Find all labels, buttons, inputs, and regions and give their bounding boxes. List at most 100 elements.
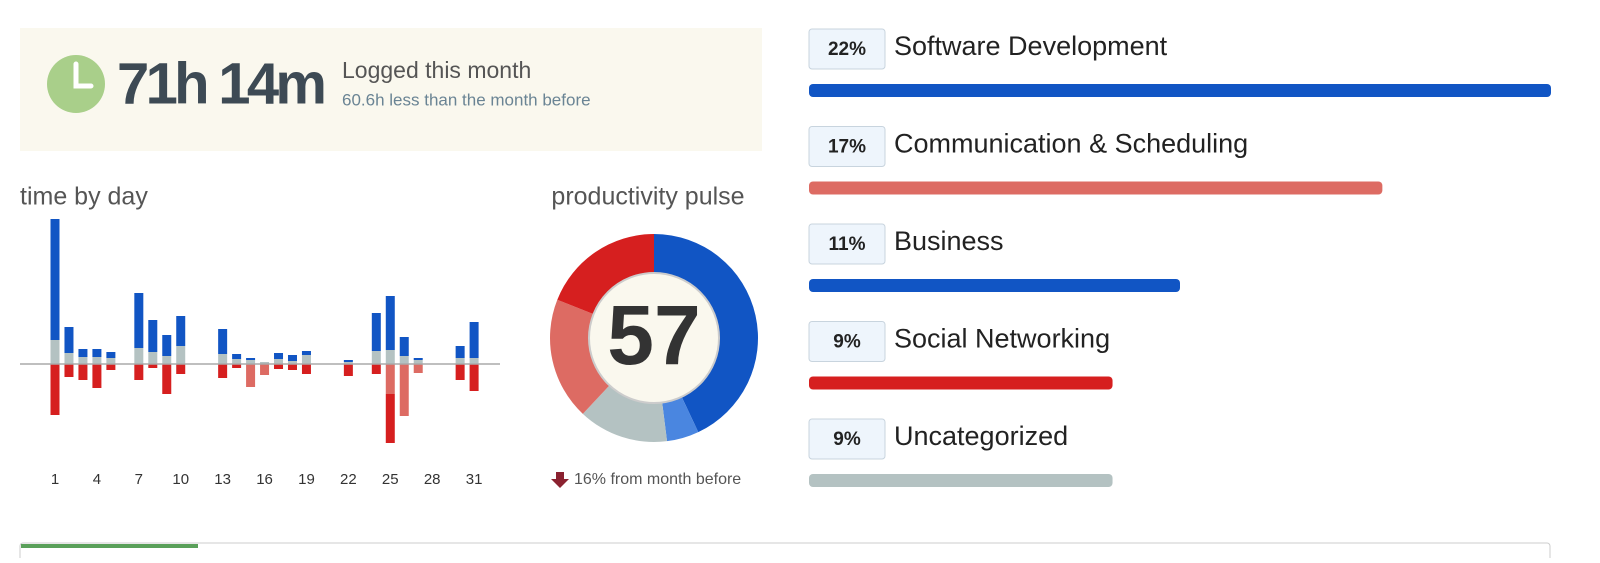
x-tick-label: 28 <box>424 471 441 488</box>
day-bar <box>92 364 102 388</box>
day-bar <box>385 394 395 443</box>
day-bar <box>162 364 172 394</box>
progress-bar <box>19 542 1551 563</box>
day-bar <box>218 354 228 364</box>
day-bar <box>232 359 242 364</box>
category-bar <box>809 279 1180 292</box>
pulse-segment <box>582 384 668 442</box>
day-bar <box>148 364 158 368</box>
day-bar <box>301 351 311 355</box>
percent-badge <box>808 321 886 362</box>
day-bar <box>385 350 395 364</box>
summary-label: Logged this month <box>342 57 531 83</box>
x-tick-label: 22 <box>340 471 357 488</box>
percent-badge <box>808 28 886 70</box>
day-bar <box>64 327 74 353</box>
percent-label: 9% <box>833 332 861 353</box>
x-tick-label: 7 <box>135 471 143 488</box>
day-bar <box>260 362 270 364</box>
chart-title: productivity pulse <box>551 183 744 211</box>
day-bar <box>301 364 311 374</box>
day-bar <box>176 364 186 374</box>
category-name: Software Development <box>894 31 1168 61</box>
summary-comparison: 60.6h less than the month before <box>342 90 591 109</box>
day-bar <box>246 360 256 364</box>
pulse-score: 57 <box>607 288 700 382</box>
category-bar <box>809 474 1113 487</box>
day-bar <box>301 355 311 364</box>
clock-hands <box>73 61 94 89</box>
day-bar <box>287 355 297 361</box>
down-arrow <box>551 472 569 488</box>
day-bar <box>274 353 284 359</box>
day-bar <box>343 362 353 364</box>
day-bar <box>232 354 242 359</box>
day-bar <box>134 293 144 348</box>
day-bar <box>343 360 353 362</box>
pulse-segment <box>662 395 699 442</box>
day-bar <box>469 364 479 391</box>
day-bar <box>371 351 381 364</box>
category-bar <box>809 181 1383 195</box>
day-bar <box>78 349 88 357</box>
day-bar <box>371 313 381 351</box>
day-bar <box>343 364 353 376</box>
day-bar <box>274 359 284 364</box>
category-name: Uncategorized <box>894 421 1068 451</box>
day-bar <box>176 316 186 346</box>
day-bar <box>399 337 409 356</box>
total-time: 71h 14m <box>117 51 327 116</box>
day-bar <box>106 364 116 370</box>
percent-badge <box>808 223 886 265</box>
day-bar <box>413 358 423 360</box>
day-bar <box>287 364 297 370</box>
day-bar <box>287 361 297 364</box>
day-bar <box>106 358 116 364</box>
day-bar <box>92 357 102 364</box>
day-bar <box>78 357 88 364</box>
percent-label: 22% <box>828 39 866 60</box>
day-bar <box>92 349 102 357</box>
day-bar <box>399 364 409 416</box>
day-bar <box>455 364 465 380</box>
day-bar <box>148 352 158 364</box>
day-bar <box>455 358 465 364</box>
pulse-annotation: 16% from month before <box>574 471 741 488</box>
x-tick-label: 4 <box>93 471 101 488</box>
day-bar <box>385 296 395 350</box>
x-tick-label: 1 <box>51 471 59 488</box>
day-bar <box>162 335 172 356</box>
day-bar <box>134 348 144 364</box>
day-bar <box>469 358 479 364</box>
category-bar <box>809 376 1113 390</box>
day-bar <box>246 364 256 387</box>
summary-panel <box>20 28 762 151</box>
day-bar <box>106 352 116 358</box>
x-tick-label: 25 <box>382 471 399 488</box>
day-bar <box>134 364 144 380</box>
day-bar <box>385 364 395 394</box>
day-bar <box>413 364 423 373</box>
day-bar <box>218 329 228 354</box>
day-bar <box>399 356 409 364</box>
day-bar <box>64 364 74 377</box>
day-bar <box>232 364 242 368</box>
day-bar <box>50 340 60 364</box>
x-tick-label: 10 <box>172 471 189 488</box>
x-tick-label: 16 <box>256 471 273 488</box>
day-bar <box>50 219 60 340</box>
x-tick-label: 31 <box>466 471 483 488</box>
progress-fill <box>21 544 198 548</box>
category-name: Business <box>894 226 1004 256</box>
day-bar <box>64 353 74 364</box>
percent-label: 9% <box>833 429 861 450</box>
day-bar <box>469 322 479 358</box>
day-bar <box>246 358 256 360</box>
x-tick-label: 13 <box>214 471 231 488</box>
category-name: Social Networking <box>894 324 1110 354</box>
percent-label: 11% <box>829 234 866 255</box>
day-bar <box>274 364 284 369</box>
day-bar <box>455 346 465 358</box>
day-bar <box>176 346 186 364</box>
